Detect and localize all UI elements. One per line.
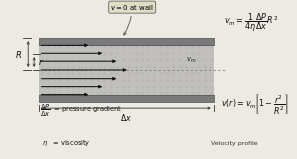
Text: $\Delta x$: $\Delta x$: [120, 112, 132, 123]
Text: Velocity profile: Velocity profile: [211, 141, 258, 146]
Bar: [39, 38, 214, 45]
Text: $R$: $R$: [15, 48, 22, 60]
Text: $v(r) = v_m\!\left[1 - \dfrac{r^2}{R^2}\right]$: $v(r) = v_m\!\left[1 - \dfrac{r^2}{R^2}\…: [221, 92, 289, 116]
Text: $v_m$: $v_m$: [186, 56, 196, 65]
Bar: [39, 38, 214, 102]
Text: $v = 0$ at wall: $v = 0$ at wall: [110, 3, 154, 35]
Text: $\dfrac{\Delta P}{\Delta x}$  = pressure gradient: $\dfrac{\Delta P}{\Delta x}$ = pressure …: [40, 103, 122, 119]
Text: $r$: $r$: [38, 57, 44, 67]
Text: $v_m = \dfrac{1}{4\eta}\dfrac{\Delta P}{\Delta x}R^{\,2}$: $v_m = \dfrac{1}{4\eta}\dfrac{\Delta P}{…: [224, 11, 279, 34]
Bar: [39, 95, 214, 102]
Text: $\eta$   = viscosity: $\eta$ = viscosity: [42, 138, 90, 148]
